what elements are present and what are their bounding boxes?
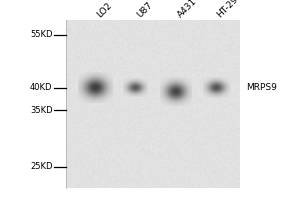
Text: U87: U87 [136,0,155,19]
Text: 55KD: 55KD [30,30,52,39]
Text: LO2: LO2 [96,0,114,19]
Text: 40KD: 40KD [30,83,52,92]
Text: A431: A431 [176,0,198,19]
Text: MRPS9: MRPS9 [246,83,277,92]
Text: 35KD: 35KD [30,106,52,115]
Text: HT-29: HT-29 [216,0,240,19]
Text: 25KD: 25KD [30,162,52,171]
